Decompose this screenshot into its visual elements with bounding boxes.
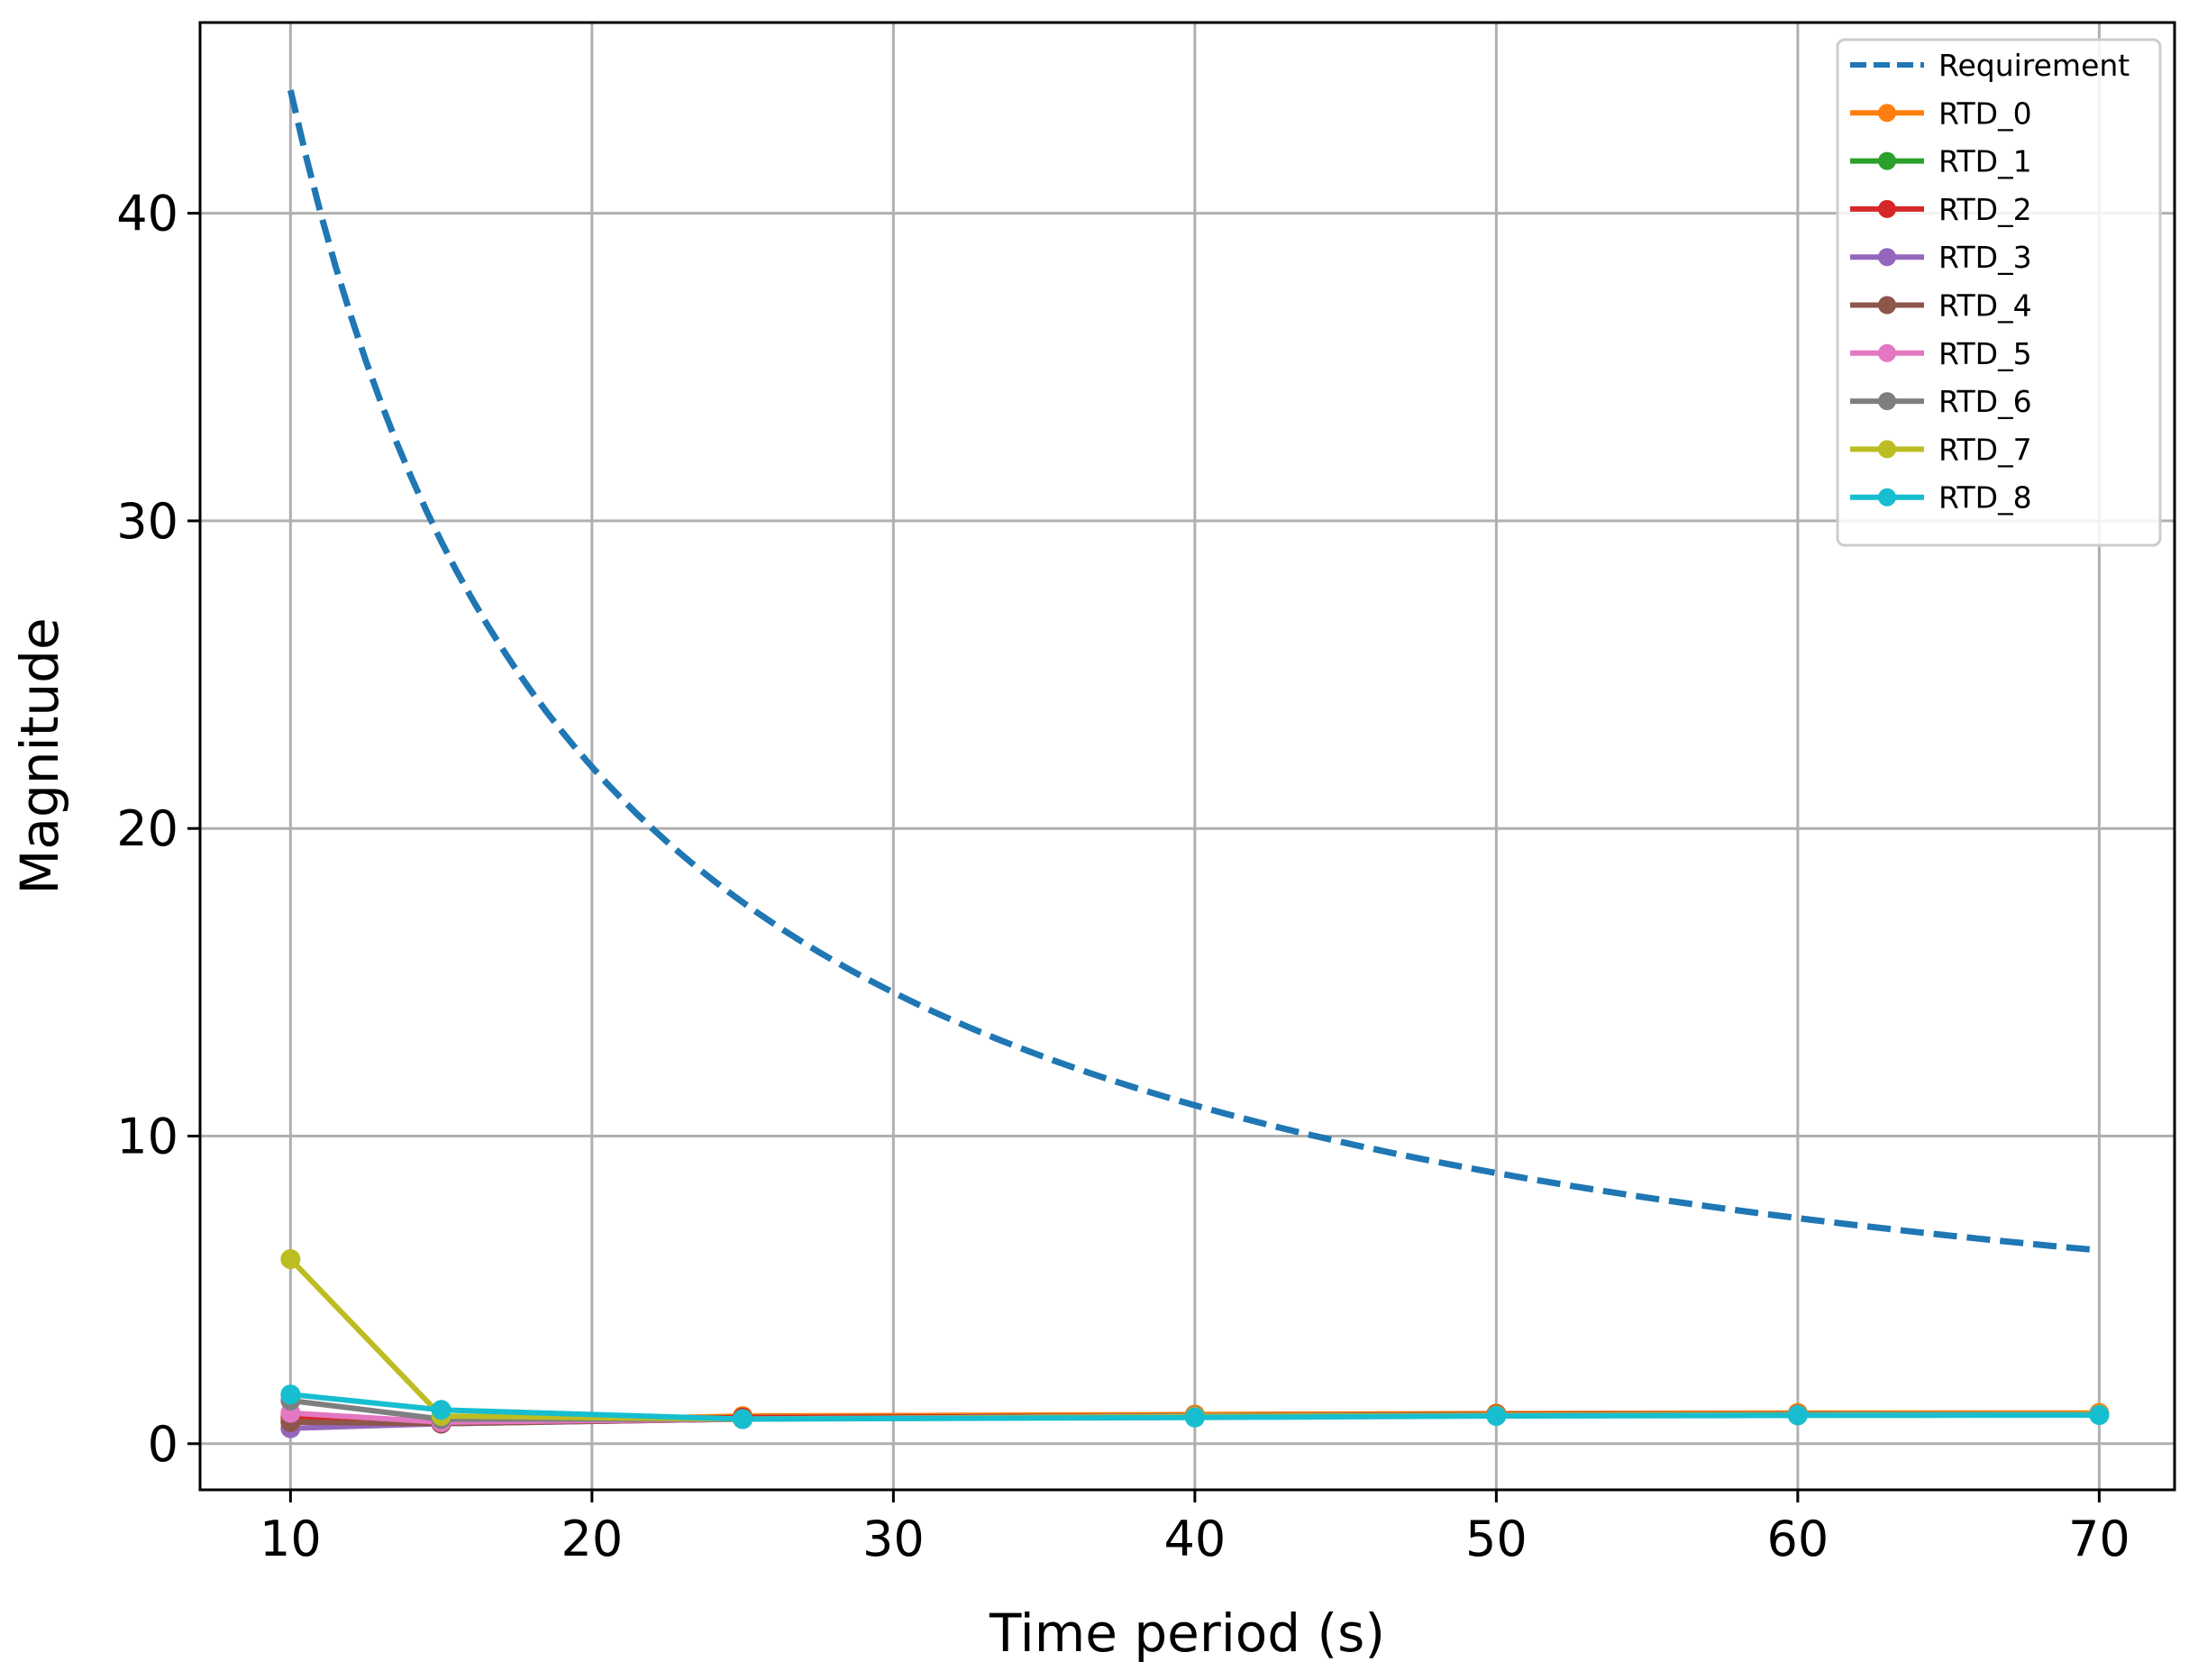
series-requirement (287, 89, 2100, 1254)
y-tick-label: 30 (116, 493, 178, 550)
x-tick-label: 40 (1164, 1511, 1227, 1567)
series-rtd-8 (280, 1384, 2110, 1429)
legend-label: RTD_3 (1938, 240, 2032, 275)
legend-label: RTD_4 (1938, 288, 2032, 324)
legend-item: RTD_7 (1850, 432, 2032, 467)
legend-item: RTD_0 (1850, 96, 2032, 131)
x-tick-label: 20 (561, 1511, 623, 1567)
legend-item: RTD_1 (1850, 144, 2032, 179)
legend-marker (1878, 392, 1896, 411)
grid (200, 23, 2175, 1490)
legend-item: RTD_8 (1850, 480, 2032, 516)
legend: Requirement RTD_0 RTD_1 RTD_2 RTD_3 RTD_4 RTD_… (1836, 38, 2162, 547)
x-tick-label: 60 (1767, 1511, 1829, 1567)
legend-marker (1878, 151, 1896, 170)
ticks: 10 20 30 40 50 60 70 0 10 20 30 40 (116, 186, 2130, 1567)
legend-label: RTD_5 (1938, 336, 2032, 371)
y-tick-label: 0 (148, 1416, 178, 1473)
y-tick-label: 20 (116, 800, 178, 857)
legend-marker (1878, 343, 1896, 362)
legend-item: RTD_4 (1850, 288, 2032, 324)
legend-label: RTD_1 (1938, 144, 2032, 179)
legend-marker (1878, 248, 1896, 267)
legend-item: RTD_5 (1850, 336, 2032, 371)
legend-item: RTD_2 (1850, 192, 2032, 227)
data-point (1787, 1405, 1808, 1426)
x-tick-label: 10 (260, 1511, 322, 1567)
data-point (431, 1400, 451, 1420)
legend-label: RTD_6 (1938, 384, 2032, 419)
data-point (733, 1409, 753, 1429)
y-tick-label: 40 (116, 186, 178, 242)
legend-item: RTD_3 (1850, 240, 2032, 275)
legend-marker (1878, 296, 1896, 315)
data-point (280, 1384, 301, 1405)
legend-label: RTD_2 (1938, 192, 2032, 227)
y-tick-label: 10 (116, 1109, 178, 1165)
legend-marker (1878, 440, 1896, 459)
legend-label: Requirement (1938, 48, 2130, 83)
requirement-line (287, 89, 2100, 1254)
x-axis-label: Time period (s) (989, 1602, 1385, 1664)
data-point (2089, 1405, 2110, 1426)
data-point (1184, 1407, 1205, 1428)
x-tick-label: 70 (2068, 1511, 2130, 1567)
legend-item: RTD_6 (1850, 384, 2032, 419)
x-tick-label: 30 (862, 1511, 925, 1567)
legend-label: RTD_7 (1938, 432, 2032, 467)
series-layer (280, 89, 2110, 1438)
data-point (1486, 1406, 1507, 1427)
data-point (280, 1249, 301, 1270)
legend-label: RTD_8 (1938, 480, 2032, 516)
legend-marker (1878, 104, 1896, 123)
legend-box (1836, 38, 2162, 547)
legend-marker (1878, 488, 1896, 507)
legend-label: RTD_0 (1938, 96, 2032, 131)
legend-marker (1878, 199, 1896, 218)
y-axis-label: Magnitude (9, 617, 70, 894)
x-tick-label: 50 (1465, 1511, 1528, 1567)
legend-item: Requirement (1850, 48, 2130, 83)
plot-frame (198, 21, 2176, 1492)
